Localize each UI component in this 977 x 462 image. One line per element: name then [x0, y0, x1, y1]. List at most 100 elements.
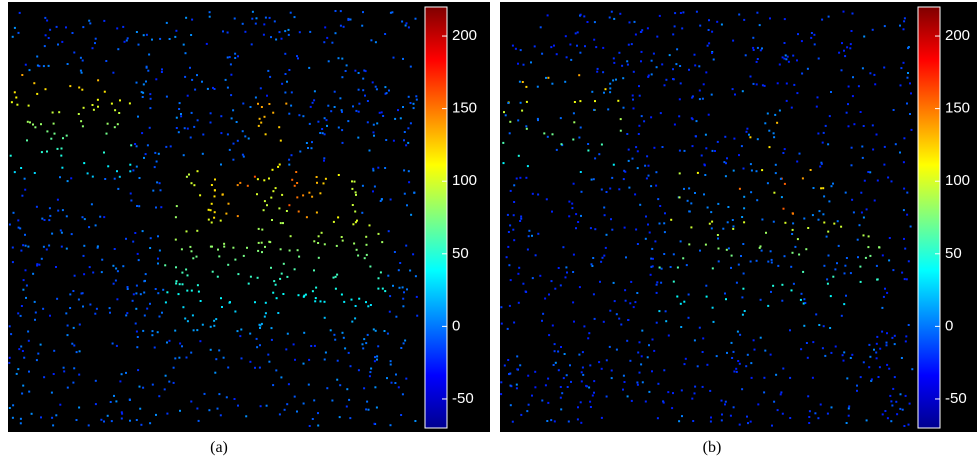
point [63, 370, 65, 372]
point [629, 21, 631, 23]
point [673, 253, 675, 255]
point [302, 194, 304, 196]
point [620, 118, 622, 120]
point [191, 112, 193, 114]
point [20, 167, 22, 169]
colorbar [425, 7, 447, 428]
point [46, 249, 48, 251]
point [834, 268, 836, 270]
point [341, 111, 343, 113]
point [257, 178, 259, 180]
point [647, 224, 649, 226]
colorbar-tick-label: 0 [945, 317, 953, 334]
point [40, 123, 42, 125]
point [78, 113, 80, 115]
point [532, 193, 534, 195]
point [390, 199, 392, 201]
point [847, 103, 849, 105]
point [251, 43, 253, 45]
point [639, 95, 641, 97]
point [757, 138, 759, 140]
point [55, 266, 57, 268]
point [611, 177, 613, 179]
point [769, 146, 771, 148]
point [882, 254, 884, 256]
point [353, 243, 355, 245]
point [520, 216, 522, 218]
point [8, 362, 10, 364]
point [782, 368, 784, 370]
point [160, 189, 162, 191]
point [593, 109, 595, 111]
point [633, 71, 635, 73]
point [788, 61, 790, 63]
point [297, 57, 299, 59]
point [87, 172, 89, 174]
point [156, 161, 158, 163]
point [609, 346, 611, 348]
point [186, 176, 188, 178]
point [151, 39, 153, 41]
point [650, 116, 652, 118]
point [15, 97, 17, 99]
point [587, 150, 589, 152]
point [363, 338, 365, 340]
point [60, 155, 62, 157]
point [147, 70, 149, 72]
point [214, 372, 216, 374]
point [567, 386, 569, 388]
point [184, 76, 186, 78]
point [688, 69, 690, 71]
point [502, 142, 504, 144]
point [281, 194, 283, 196]
point [267, 70, 269, 72]
point [623, 178, 625, 180]
point [14, 91, 16, 93]
point [157, 258, 159, 260]
point [663, 253, 665, 255]
point [634, 193, 636, 195]
point [11, 101, 13, 103]
point [362, 78, 364, 80]
point [680, 82, 682, 84]
point [639, 341, 641, 343]
point [220, 414, 222, 416]
point [710, 211, 712, 213]
point [739, 188, 741, 190]
point [173, 367, 175, 369]
point [503, 162, 505, 164]
point [137, 369, 139, 371]
point [72, 32, 74, 34]
point [46, 20, 48, 22]
point [736, 282, 738, 284]
point [846, 46, 848, 48]
point [722, 228, 724, 230]
point [588, 387, 590, 389]
point [263, 209, 265, 211]
point [753, 339, 755, 341]
point [793, 84, 795, 86]
point [553, 364, 555, 366]
point [831, 406, 833, 408]
point [404, 340, 406, 342]
point [807, 357, 809, 359]
point [579, 100, 581, 102]
point [114, 109, 116, 111]
point [833, 223, 835, 225]
point [653, 147, 655, 149]
point [569, 364, 571, 366]
point [126, 312, 128, 314]
point [751, 170, 753, 172]
point [641, 355, 643, 357]
point [799, 153, 801, 155]
point [638, 125, 640, 127]
point [335, 32, 337, 34]
point [266, 204, 268, 206]
point [322, 132, 324, 134]
point [739, 424, 741, 426]
point [603, 207, 605, 209]
point [645, 238, 647, 240]
point [843, 303, 845, 305]
point [142, 330, 144, 332]
point [229, 302, 231, 304]
